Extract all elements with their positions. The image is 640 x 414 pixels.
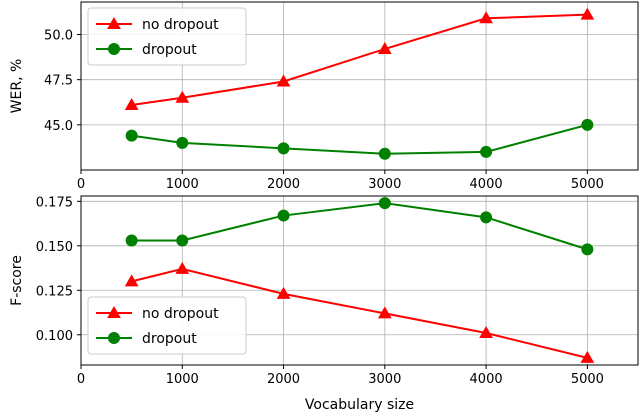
data-point [276,286,291,299]
x-tick-label: 3000 [368,372,401,387]
x-tick-label: 2000 [267,177,300,192]
data-point [124,97,139,110]
x-tick-label: 1000 [166,177,199,192]
y-tick-label: 47.5 [44,74,73,89]
data-point [479,11,493,24]
legend: no dropout dropout [87,7,247,66]
legend-label: dropout [142,42,197,58]
data-point [580,350,595,363]
chart-panel-1: 0 1000 2000 3000 4000 5000 0.100 0.125 0.150 0.17… [9,195,639,413]
legend-box [87,7,247,66]
plot-frame [80,195,639,366]
legend-box [87,296,247,355]
y-tick-label: 0.125 [36,284,73,299]
data-point [581,118,594,131]
legend-marker [107,305,121,318]
x-tick-label: 4000 [470,372,503,387]
data-point [277,142,290,155]
chart-panel-0: 0 1000 2000 3000 4000 5000 45.0 47.5 50.0 WER, % n… [9,1,639,192]
x-tick-label: 4000 [470,177,503,192]
data-point [480,145,493,158]
data-point [377,306,392,319]
data-point [175,261,190,274]
x-tick-label: 1000 [166,372,199,387]
data-point [125,234,138,247]
series-line-no-dropout [131,13,588,106]
x-tick-label: 0 [77,372,85,387]
legend-label: no dropout [142,306,219,322]
data-point [480,211,493,224]
legend-label: dropout [142,331,197,347]
data-point [175,90,190,103]
data-point [378,197,391,210]
y-tick-label: 45.0 [44,119,73,134]
y-tick-label: 0.175 [36,195,73,210]
series-line-dropout [131,123,588,155]
data-point [277,209,290,222]
y-axis-label: F-score [9,255,25,306]
data-point [377,41,392,54]
y-tick-label: 50.0 [44,29,73,44]
plot-frame [80,1,639,171]
data-point [176,234,189,247]
x-tick-label: 3000 [368,177,401,192]
legend: no dropout dropout [87,296,247,355]
x-tick-label: 5000 [571,372,604,387]
data-point [580,7,595,20]
x-tick-label: 2000 [267,372,300,387]
x-axis-label: Vocabulary size [305,397,414,413]
y-tick-label: 0.100 [36,329,73,344]
x-tick-label: 0 [77,177,85,192]
data-point [581,243,594,256]
series-line-dropout [131,202,588,251]
data-point [378,147,391,160]
legend-marker [107,16,121,29]
y-axis-label: WER, % [9,59,25,114]
data-point [124,274,139,287]
x-tick-label: 5000 [571,177,604,192]
y-tick-label: 0.150 [36,240,73,255]
series-line-no-dropout [131,267,588,359]
data-point [479,325,493,338]
data-point [276,74,291,87]
legend-marker [108,43,120,55]
data-point [176,136,189,149]
legend-label: no dropout [142,17,219,33]
data-point [125,129,138,142]
legend-marker [108,332,120,344]
